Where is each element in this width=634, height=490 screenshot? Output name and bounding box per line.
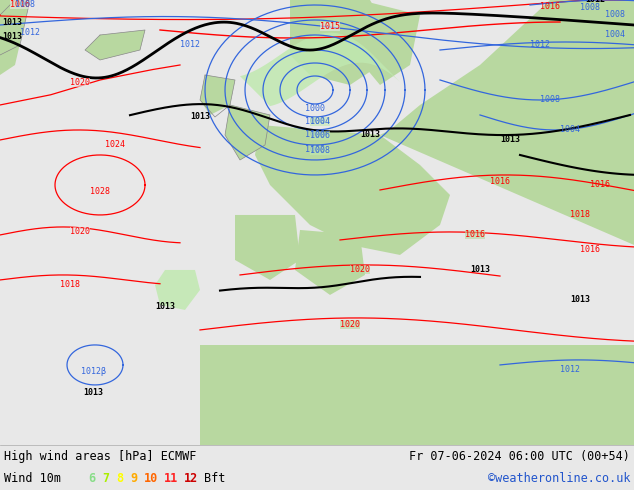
Text: 1020: 1020 (70, 78, 90, 88)
Polygon shape (200, 345, 634, 445)
Polygon shape (0, 0, 30, 75)
Text: 1008: 1008 (580, 3, 600, 13)
Text: 1013: 1013 (470, 266, 490, 274)
Text: 1012β: 1012β (81, 368, 105, 376)
Text: 1012: 1012 (530, 41, 550, 49)
Text: 1012: 1012 (560, 366, 580, 374)
Text: 1012: 1012 (585, 0, 605, 4)
Polygon shape (200, 75, 235, 115)
Polygon shape (255, 125, 450, 255)
Text: 1028: 1028 (90, 188, 110, 196)
Polygon shape (85, 30, 145, 60)
Text: 8: 8 (116, 472, 123, 485)
Text: 1015: 1015 (320, 23, 340, 31)
Text: 1020: 1020 (340, 320, 360, 329)
Text: 1000: 1000 (305, 104, 325, 114)
Text: 1020: 1020 (70, 227, 90, 237)
Text: 1018: 1018 (570, 211, 590, 220)
Text: 1013: 1013 (500, 135, 520, 145)
Polygon shape (225, 105, 270, 160)
Polygon shape (290, 0, 390, 85)
Text: 10: 10 (144, 472, 158, 485)
Text: 1008: 1008 (300, 0, 320, 1)
Text: 1008: 1008 (540, 96, 560, 104)
Text: 1018: 1018 (60, 280, 80, 290)
Text: 1024: 1024 (105, 141, 125, 149)
Text: 1013: 1013 (83, 389, 103, 397)
Text: 1006: 1006 (305, 130, 325, 140)
Text: 11: 11 (164, 472, 178, 485)
Text: 1013: 1013 (2, 19, 22, 27)
Polygon shape (355, 0, 420, 85)
Text: Fr 07-06-2024 06:00 UTC (00+54): Fr 07-06-2024 06:00 UTC (00+54) (409, 450, 630, 463)
Text: 1008: 1008 (310, 147, 330, 155)
Text: 1016: 1016 (490, 177, 510, 187)
Text: 1013: 1013 (190, 113, 210, 122)
Text: 1013: 1013 (570, 295, 590, 304)
Text: ©weatheronline.co.uk: ©weatheronline.co.uk (488, 472, 630, 485)
Text: 1004: 1004 (310, 118, 330, 126)
Text: 1004: 1004 (605, 30, 625, 40)
Text: 1008: 1008 (605, 10, 625, 20)
Text: 12: 12 (184, 472, 198, 485)
Polygon shape (155, 270, 200, 310)
Polygon shape (380, 0, 634, 245)
Text: 1008: 1008 (15, 0, 35, 9)
Polygon shape (240, 33, 406, 106)
Text: 1020: 1020 (350, 266, 370, 274)
Text: 1016: 1016 (580, 245, 600, 254)
Text: 1008: 1008 (305, 146, 325, 154)
Text: Wind 10m: Wind 10m (4, 472, 61, 485)
Text: 1012: 1012 (20, 28, 40, 38)
Text: 6: 6 (88, 472, 95, 485)
Text: 7: 7 (102, 472, 109, 485)
Text: High wind areas [hPa] ECMWF: High wind areas [hPa] ECMWF (4, 450, 197, 463)
Text: 1013: 1013 (360, 130, 380, 140)
Polygon shape (235, 215, 300, 280)
Text: 1004: 1004 (560, 125, 580, 134)
Text: Bft: Bft (204, 472, 225, 485)
Text: 1016: 1016 (10, 0, 30, 9)
Text: 1013: 1013 (155, 302, 175, 312)
Text: 1006: 1006 (310, 131, 330, 141)
Text: 1012: 1012 (180, 41, 200, 49)
Text: 1004: 1004 (305, 118, 325, 126)
Text: 9: 9 (130, 472, 137, 485)
Polygon shape (295, 230, 365, 295)
Text: 1016: 1016 (590, 180, 610, 190)
Text: 1013: 1013 (2, 32, 22, 42)
Text: 1016: 1016 (540, 2, 560, 11)
Text: 1016: 1016 (465, 230, 485, 240)
